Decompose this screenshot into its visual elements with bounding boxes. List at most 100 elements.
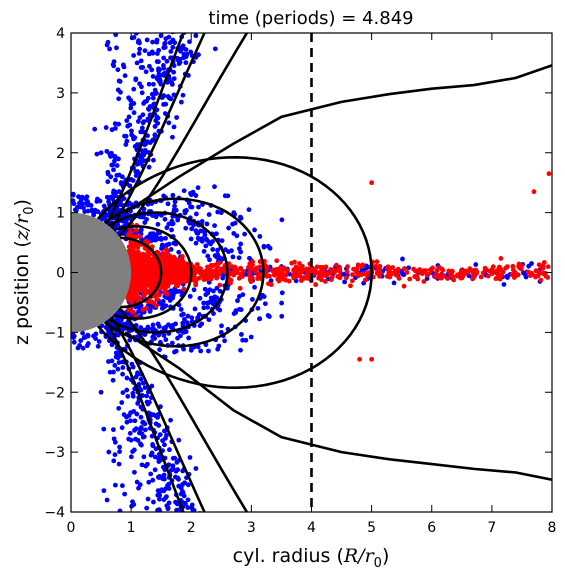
red-particle xyxy=(241,269,246,274)
blue-particle xyxy=(236,255,242,261)
blue-particle xyxy=(107,195,113,200)
blue-particle xyxy=(147,235,153,241)
blue-particle xyxy=(138,65,144,70)
red-particle xyxy=(238,265,243,271)
x-tick-label: 7 xyxy=(487,520,496,536)
blue-particle xyxy=(141,454,147,460)
red-particle xyxy=(295,267,301,273)
blue-particle xyxy=(172,199,178,205)
blue-particle xyxy=(79,194,85,200)
blue-particle xyxy=(157,496,162,502)
blue-particle xyxy=(178,307,184,312)
red-particle xyxy=(497,276,503,282)
blue-particle xyxy=(164,242,170,248)
blue-particle xyxy=(158,235,164,241)
red-particle xyxy=(282,266,287,272)
red-particle xyxy=(247,270,252,275)
blue-particle xyxy=(104,148,110,154)
x-tick-label: 6 xyxy=(427,520,436,536)
blue-particle xyxy=(187,293,193,299)
red-particle xyxy=(319,277,324,283)
blue-particle xyxy=(149,450,155,456)
closed-field-line xyxy=(107,211,229,334)
blue-particle xyxy=(76,194,81,200)
blue-particle xyxy=(170,134,175,140)
blue-particle xyxy=(163,25,168,30)
blue-particle xyxy=(156,324,162,329)
blue-particle xyxy=(106,199,112,205)
blue-particle xyxy=(80,330,86,336)
y-tick-label: −2 xyxy=(44,385,65,401)
blue-particle xyxy=(77,343,82,348)
blue-particle xyxy=(155,474,161,480)
blue-particle xyxy=(216,343,222,349)
outer-open-field-line xyxy=(124,64,552,214)
blue-particle xyxy=(252,284,257,290)
blue-particle xyxy=(124,387,130,393)
blue-particle xyxy=(124,375,130,381)
blue-particle xyxy=(201,305,207,311)
blue-particle xyxy=(131,34,137,40)
red-particle xyxy=(441,273,447,278)
blue-particle xyxy=(192,306,198,312)
red-particle xyxy=(531,189,537,195)
y-tick-label: 1 xyxy=(56,206,65,222)
blue-particle xyxy=(155,492,161,498)
red-particle xyxy=(344,269,350,275)
red-particle xyxy=(273,270,278,275)
red-particle xyxy=(470,276,476,281)
red-particle xyxy=(205,264,210,270)
blue-particle xyxy=(150,477,156,483)
red-particle xyxy=(140,307,146,312)
blue-particle xyxy=(176,249,182,255)
blue-particle xyxy=(262,301,268,307)
x-tick-label: 0 xyxy=(67,520,76,536)
blue-particle xyxy=(145,326,151,332)
blue-particle xyxy=(195,231,201,236)
red-particle xyxy=(134,227,139,233)
blue-particle xyxy=(171,124,177,130)
blue-particle xyxy=(206,212,212,217)
red-particle xyxy=(165,261,171,266)
blue-particle xyxy=(138,58,144,64)
chart-title: time (periods) = 4.849 xyxy=(208,8,413,29)
blue-particle xyxy=(117,444,122,450)
red-particle xyxy=(278,274,284,280)
blue-particle xyxy=(143,69,149,75)
red-particle xyxy=(329,277,334,282)
blue-particle xyxy=(152,336,158,341)
blue-particle xyxy=(167,298,173,303)
blue-particle xyxy=(142,99,148,105)
open-field-line xyxy=(105,320,185,512)
red-particle xyxy=(216,260,222,266)
blue-particle xyxy=(112,452,118,458)
blue-particle xyxy=(211,288,216,294)
blue-particle xyxy=(165,201,171,207)
blue-particle xyxy=(191,287,197,293)
red-particle xyxy=(369,356,375,362)
blue-particle xyxy=(238,241,244,247)
blue-particle xyxy=(149,49,155,55)
blue-particle xyxy=(169,82,175,87)
red-particle xyxy=(439,266,445,272)
blue-particle xyxy=(97,198,103,204)
red-particle xyxy=(175,283,181,288)
red-particle xyxy=(208,263,214,268)
blue-particle xyxy=(186,335,192,341)
blue-particle xyxy=(111,167,116,173)
blue-particle xyxy=(161,497,167,503)
blue-particle xyxy=(193,466,199,471)
blue-particle xyxy=(501,282,507,287)
blue-particle xyxy=(151,157,156,163)
red-particle xyxy=(194,262,200,267)
blue-particle xyxy=(144,216,149,222)
red-particle xyxy=(489,267,495,272)
blue-particle xyxy=(111,369,116,375)
blue-particle xyxy=(147,63,152,69)
blue-particle xyxy=(122,491,128,497)
blue-particle xyxy=(250,297,255,302)
blue-particle xyxy=(202,286,208,292)
blue-particle xyxy=(163,337,169,343)
blue-particle xyxy=(189,204,195,210)
blue-particle xyxy=(71,201,77,207)
